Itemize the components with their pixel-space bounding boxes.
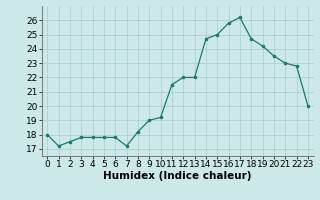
X-axis label: Humidex (Indice chaleur): Humidex (Indice chaleur) <box>103 171 252 181</box>
